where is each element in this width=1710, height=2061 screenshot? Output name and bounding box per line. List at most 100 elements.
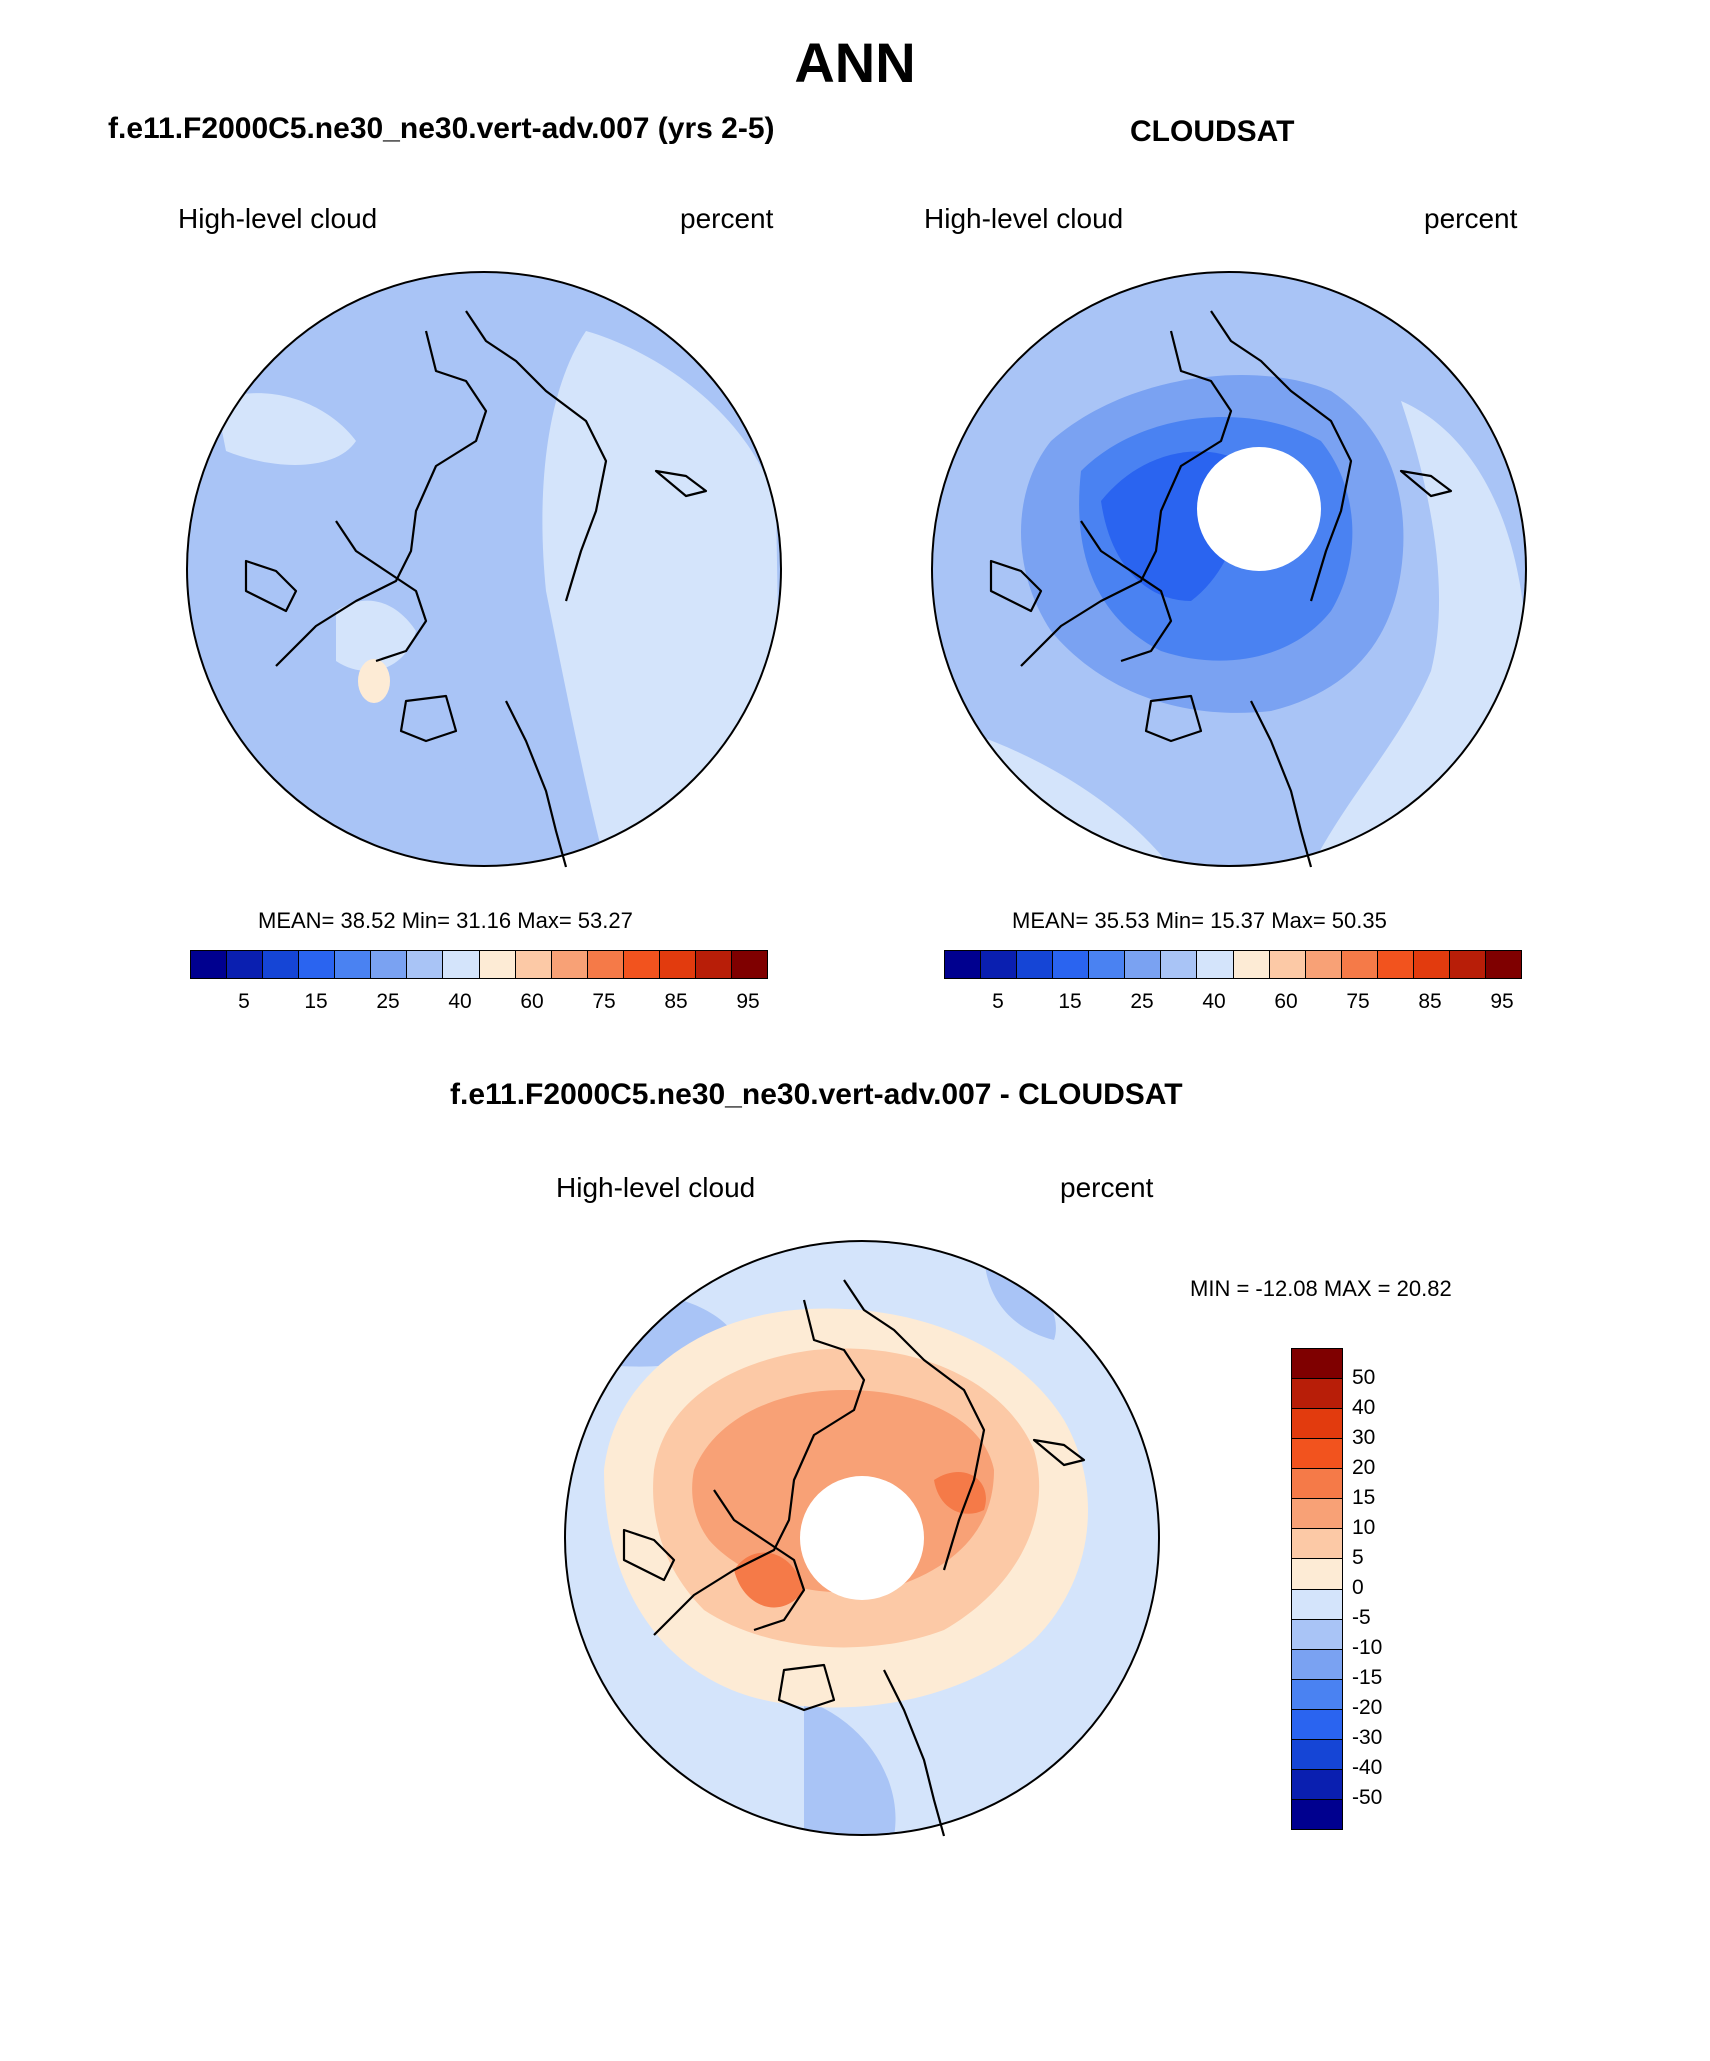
panel-3-colorbar-swatch — [1292, 1529, 1342, 1560]
panel-1-colorbar-swatch — [443, 951, 480, 978]
panel-1-colorbar-swatch — [371, 951, 408, 978]
panel-3-colorbar-swatch — [1292, 1379, 1342, 1410]
panel-1-colorbar-tick-label: 85 — [664, 990, 688, 1013]
panel-3-colorbar-tick-label: 10 — [1352, 1516, 1376, 1539]
panel-2-colorbar-tick-label: 60 — [1274, 990, 1298, 1013]
panel-3-colorbar-swatch — [1292, 1619, 1342, 1650]
panel-3-colorbar-swatch — [1292, 1769, 1342, 1800]
panel-1-colorbar-ticks: 5 15 25 40 60 75 85 95 — [190, 990, 766, 1018]
panel-3-colorbar-swatch — [1292, 1409, 1342, 1440]
panel-1-polar-map — [186, 271, 782, 868]
panel-1-colorbar-tick-label: 60 — [520, 990, 544, 1013]
panel-2-colorbar-swatch — [1485, 951, 1521, 978]
panel-2-polar-map — [931, 271, 1527, 868]
panel-1-colorbar-swatch — [731, 951, 767, 978]
panel-3-colorbar-tick-label: 20 — [1352, 1456, 1376, 1479]
panel-1-colorbar-tick-label: 5 — [238, 990, 250, 1013]
panel-2-colorbar-swatch — [1089, 951, 1126, 978]
panel-3-polar-map — [564, 1240, 1160, 1837]
panel-1-colorbar — [190, 950, 768, 979]
panel-1-colorbar-swatch — [335, 951, 372, 978]
panel-1-colorbar-swatch — [479, 951, 516, 978]
panel-3-title: f.e11.F2000C5.ne30_ne30.vert-adv.007 - C… — [450, 1078, 1183, 1111]
panel-2-map-border — [931, 271, 1527, 867]
panel-1-colorbar-tick-label: 95 — [736, 990, 760, 1013]
panel-1-variable-label: High-level cloud — [178, 203, 378, 234]
panel-2-colorbar-swatch — [1305, 951, 1342, 978]
panel-1-colorbar-swatch — [695, 951, 732, 978]
panel-3-colorbar-tick-label: -50 — [1352, 1786, 1383, 1809]
panel-1-colorbar-swatch — [227, 951, 264, 978]
panel-2-colorbar-swatch — [1161, 951, 1198, 978]
panel-3-dark-orange-patches — [734, 1471, 986, 1608]
panel-1-colorbar-tick-label: 75 — [592, 990, 616, 1013]
panel-2-colorbar-swatch — [1269, 951, 1306, 978]
panel-3-colorbar-tick-label: -10 — [1352, 1636, 1383, 1659]
panel-1-max-spot — [358, 659, 390, 703]
panel-1-light-region-east — [542, 331, 781, 866]
panel-3-colorbar-tick-label: -15 — [1352, 1666, 1383, 1689]
panel-2-colorbar-swatch — [1413, 951, 1450, 978]
panel-3-colorbar-swatch — [1292, 1679, 1342, 1710]
panel-3-colorbar-swatch — [1292, 1709, 1342, 1740]
panel-2-colorbar-ticks: 5 15 25 40 60 75 85 95 — [944, 990, 1520, 1018]
panel-3-colorbar-ticks: 50 40 30 20 15 10 5 0 -5 -10 -15 -20 -30 -40 -50 — [1352, 1348, 1412, 1828]
panel-3-colorbar-tick-label: 40 — [1352, 1396, 1376, 1419]
panel-1-colorbar-swatch — [515, 951, 552, 978]
panel-2-colorbar-swatch — [1017, 951, 1054, 978]
panel-3-coastlines — [622, 1279, 1086, 1837]
panel-2-colorbar-swatch — [1233, 951, 1270, 978]
panel-1-colorbar-swatch — [299, 951, 336, 978]
panel-2-colorbar — [944, 950, 1522, 979]
panel-1-colorbar-tick-label: 40 — [448, 990, 472, 1013]
panel-2-colorbar-tick-label: 85 — [1418, 990, 1442, 1013]
panel-2-missing-data-hole — [1197, 447, 1321, 571]
panel-2-colorbar-swatch — [1197, 951, 1234, 978]
panel-1-stats: MEAN= 38.52 Min= 31.16 Max= 53.27 — [258, 908, 633, 933]
panel-2-colorbar-swatch — [1377, 951, 1414, 978]
panel-2-colorbar-tick-label: 25 — [1130, 990, 1154, 1013]
panel-3-colorbar-swatch — [1292, 1349, 1342, 1380]
panel-1-colorbar-swatch — [659, 951, 696, 978]
panel-3-colorbar-tick-label: -40 — [1352, 1756, 1383, 1779]
panel-3-units-label: percent — [1060, 1172, 1154, 1203]
panel-3-map-border — [564, 1240, 1160, 1836]
panel-3-colorbar-tick-label: -30 — [1352, 1726, 1383, 1749]
panel-2-colorbar-swatch — [1053, 951, 1090, 978]
panel-1-colorbar-swatch — [191, 951, 228, 978]
panel-3-colorbar-swatch — [1292, 1439, 1342, 1470]
panel-1-colorbar-tick-label: 25 — [376, 990, 400, 1013]
panel-1-coastlines — [244, 310, 708, 868]
panel-2-colorbar-swatch — [1341, 951, 1378, 978]
panel-2-units-label: percent — [1424, 203, 1518, 234]
panel-3-variable-label: High-level cloud — [556, 1172, 756, 1203]
panel-2-colorbar-swatch — [1125, 951, 1162, 978]
panel-3-colorbar-tick-label: -20 — [1352, 1696, 1383, 1719]
panel-2-colorbar-swatch — [945, 951, 982, 978]
panel-3-colorbar-tick-label: -5 — [1352, 1606, 1371, 1629]
panel-2-colorbar-tick-label: 40 — [1202, 990, 1226, 1013]
panel-3-colorbar-tick-label: 50 — [1352, 1366, 1376, 1389]
panel-2-colorbar-tick-label: 15 — [1058, 990, 1082, 1013]
panel-2-colorbar-tick-label: 95 — [1490, 990, 1514, 1013]
panel-1-title: f.e11.F2000C5.ne30_ne30.vert-adv.007 (yr… — [108, 112, 775, 145]
panel-3-colorbar-swatch — [1292, 1739, 1342, 1770]
panel-1-light-region-north — [216, 393, 356, 465]
panel-3-colorbar-swatch — [1292, 1499, 1342, 1530]
panel-3-colorbar-tick-label: 5 — [1352, 1546, 1364, 1569]
panel-3-colorbar — [1291, 1348, 1343, 1830]
panel-2-variable-label: High-level cloud — [924, 203, 1124, 234]
panel-2-colorbar-tick-label: 75 — [1346, 990, 1370, 1013]
panel-3-colorbar-tick-label: 15 — [1352, 1486, 1376, 1509]
panel-2-colorbar-swatch — [1449, 951, 1486, 978]
panel-2-stats: MEAN= 35.53 Min= 15.37 Max= 50.35 — [1012, 908, 1387, 933]
panel-2-coastlines — [989, 310, 1453, 868]
panel-3-missing-data-hole — [800, 1476, 924, 1600]
panel-3-colorbar-tick-label: 30 — [1352, 1426, 1376, 1449]
panel-1-map-border — [186, 271, 782, 867]
panel-3-colorbar-swatch — [1292, 1589, 1342, 1620]
panel-3-colorbar-swatch — [1292, 1469, 1342, 1500]
panel-3-colorbar-swatch — [1292, 1649, 1342, 1680]
panel-1-colorbar-swatch — [407, 951, 444, 978]
panel-3-colorbar-swatch — [1292, 1799, 1342, 1829]
